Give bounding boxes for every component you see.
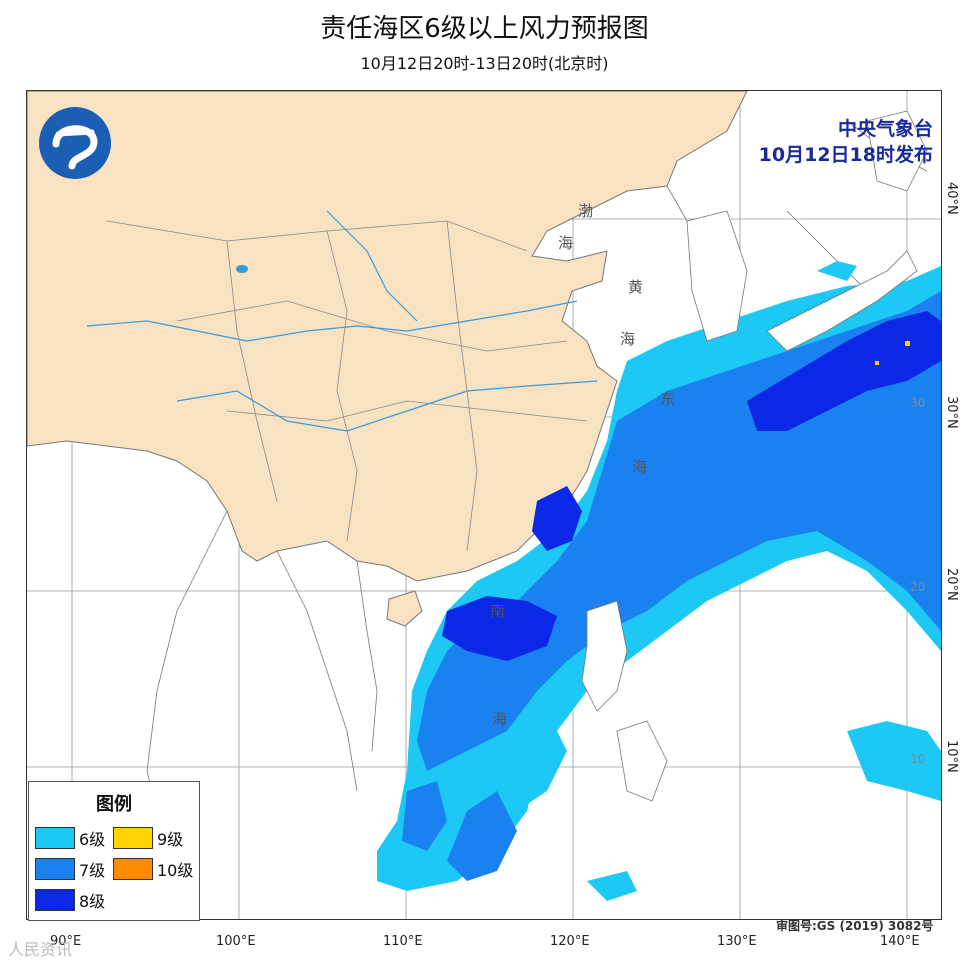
legend-title: 图例 [96, 794, 132, 815]
legend-item-7: 7级 [35, 857, 105, 881]
inner-lat-30: 30 [910, 396, 926, 410]
sea-label-south-2: 海 [492, 710, 508, 728]
map-canvas [27, 91, 941, 919]
legend-item-9: 9级 [113, 826, 183, 850]
china-land [27, 91, 748, 582]
legend-item-6: 6级 [35, 826, 105, 850]
legend-swatch-10 [113, 858, 153, 880]
inner-lat-20: 20 [910, 580, 926, 594]
qinghai-lake [236, 265, 248, 273]
legend-label-9: 9级 [157, 830, 184, 849]
korea-japan-outline [686, 110, 928, 352]
legend-label-10: 10级 [157, 861, 194, 880]
lat-label-10: 10°N [944, 740, 959, 773]
lon-label-140: 140°E [880, 934, 920, 949]
rivers [86, 210, 598, 432]
issue-time: 10月12日18时发布 [758, 144, 933, 166]
lon-label-120: 120°E [550, 934, 590, 949]
philippines-outline [581, 600, 668, 802]
wind-zone-8 [442, 311, 941, 661]
sea-label-yellow-2: 海 [620, 330, 636, 348]
lat-label-30: 30°N [944, 396, 959, 429]
inner-lat-10: 10 [910, 752, 926, 766]
sea-label-yellow-1: 黄 [628, 278, 644, 296]
map-title: 责任海区6级以上风力预报图 [320, 14, 649, 44]
sea-label-south-1: 南 [490, 602, 506, 620]
sea-label-bohai-2: 海 [558, 234, 574, 252]
agency-block: 中央气象台 10月12日18时发布 [759, 116, 933, 168]
legend-swatch-7 [35, 858, 75, 880]
lon-label-130: 130°E [717, 934, 757, 949]
lon-label-90: 90°E [50, 934, 82, 949]
watermark: 人民资讯 [8, 940, 73, 959]
agency-name: 中央气象台 [837, 118, 933, 140]
map-review-number: 审图号:GS (2019) 3082号 [776, 919, 934, 933]
legend-label-8: 8级 [79, 892, 106, 911]
legend-swatch-6 [35, 827, 75, 849]
legend-label-6: 6级 [79, 830, 106, 849]
hainan-island [386, 590, 423, 627]
lat-label-20: 20°N [944, 568, 959, 601]
legend-item-8: 8级 [35, 888, 105, 912]
legend: 图例 6级 9级 7级 10级 8级 [28, 781, 200, 921]
lon-label-110: 110°E [383, 934, 423, 949]
cma-logo-icon [36, 104, 114, 182]
sea-label-east-1: 东 [660, 390, 676, 408]
legend-swatch-9 [113, 827, 153, 849]
legend-label-7: 7级 [79, 861, 106, 880]
lon-label-100: 100°E [216, 934, 256, 949]
legend-item-10: 10级 [113, 857, 193, 881]
sea-label-east-2: 海 [632, 458, 648, 476]
wind-zone-9 [875, 341, 910, 365]
map-subtitle: 10月12日20时-13日20时(北京时) [360, 54, 609, 73]
sea-label-bohai-1: 渤 [578, 202, 594, 220]
lat-label-40: 40°N [944, 182, 959, 215]
legend-swatch-8 [35, 889, 75, 911]
